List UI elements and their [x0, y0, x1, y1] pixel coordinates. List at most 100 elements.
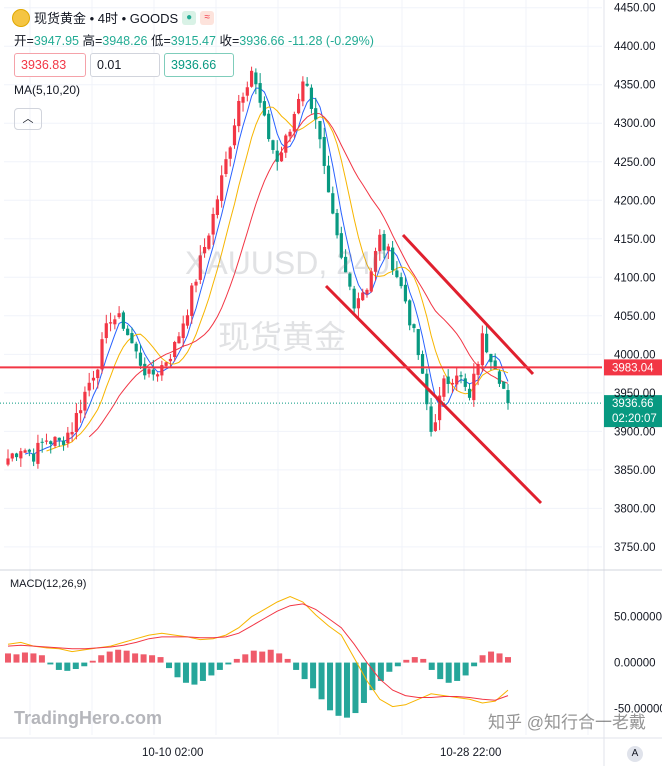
candle-down: [467, 388, 472, 398]
candle-up: [23, 450, 27, 453]
price-tick-label: 3900.00: [614, 426, 656, 438]
candle-down: [27, 449, 31, 452]
candle-down: [271, 140, 275, 150]
macd-bar-positive: [157, 657, 164, 663]
candle-up: [83, 391, 87, 411]
candle-up: [284, 135, 288, 153]
macd-bar-negative: [199, 662, 206, 681]
candle-up: [74, 413, 78, 432]
macd-bar-negative: [81, 662, 88, 667]
macd-bar-positive: [267, 649, 274, 663]
candle-down: [331, 193, 335, 214]
candle-up: [177, 336, 181, 344]
candle-down: [348, 273, 352, 287]
horizontal-level-label: 3983.04: [612, 362, 654, 374]
macd-bar-positive: [106, 651, 113, 663]
candle-up: [292, 114, 296, 132]
candle-up: [185, 315, 190, 326]
candle-up: [155, 374, 160, 377]
macd-pane: 50.00000 0.00000 -50.00000: [5, 595, 662, 718]
collapse-indicators-button[interactable]: ︿: [14, 108, 42, 130]
quantity-input[interactable]: 0.01: [90, 53, 160, 77]
macd-indicator-label[interactable]: MACD(12,26,9): [10, 578, 87, 590]
candle-up: [301, 81, 305, 102]
candle-up: [96, 369, 100, 379]
candle-up: [241, 96, 245, 103]
macd-bar-positive: [488, 651, 495, 663]
sell-button[interactable]: 3936.83: [14, 53, 86, 77]
candle-up: [288, 131, 292, 137]
macd-bar-positive: [411, 657, 418, 663]
trend-channel[interactable]: [324, 233, 543, 505]
candle-down: [318, 120, 322, 140]
candle-up: [207, 235, 211, 249]
candle-up: [220, 175, 224, 201]
ma5-line: [24, 87, 509, 455]
candle-down: [463, 378, 467, 387]
candle-down: [412, 324, 416, 329]
gold-coin-icon: [12, 8, 30, 27]
symbol-title: 现货黄金 • 4时 • GOODS: [34, 11, 179, 26]
candle-up: [70, 431, 74, 435]
candle-down: [382, 233, 386, 251]
market-open-icon: ●: [182, 10, 197, 25]
candle-up: [108, 322, 113, 324]
macd-bar-negative: [437, 662, 444, 680]
macd-bar-negative: [47, 662, 54, 665]
candle-down: [49, 441, 53, 444]
candle-down: [429, 406, 433, 432]
signal-line: [7, 603, 509, 701]
macd-tick-label: 0.00000: [614, 658, 656, 670]
ma-indicator-label[interactable]: MA(5,10,20): [14, 83, 81, 97]
ma20-line: [88, 112, 509, 438]
macd-bar-negative: [55, 662, 62, 670]
candle-up: [455, 375, 459, 385]
candle-up: [190, 285, 194, 316]
candle-up: [378, 234, 382, 252]
horizontal-level[interactable]: 3983.04 3936.66 02:20:07: [0, 359, 662, 428]
symbol-header[interactable]: 现货黄金 • 4时 • GOODS ● ≈: [12, 8, 215, 27]
candle-up: [10, 453, 14, 459]
candle-up: [104, 323, 108, 339]
candle-up: [480, 333, 484, 366]
high-value: 3948.26: [102, 34, 148, 48]
candle-up: [87, 382, 91, 391]
candle-up: [476, 364, 480, 375]
buy-button[interactable]: 3936.66: [164, 53, 234, 77]
macd-bar-positive: [5, 653, 11, 663]
macd-bar-negative: [301, 662, 308, 680]
candle-down: [314, 108, 318, 120]
auto-scale-button[interactable]: A: [627, 746, 643, 762]
macd-bar-negative: [174, 662, 181, 678]
candle-down: [138, 352, 143, 366]
candle-down: [258, 83, 262, 103]
macd-bar-positive: [259, 651, 266, 663]
candle-up: [211, 213, 215, 235]
price-axis[interactable]: 3750.00 3800.00 3850.00 3900.00 3950.00 4000.…: [614, 3, 656, 554]
candle-up: [442, 378, 446, 397]
candle-down: [121, 312, 125, 329]
macd-bar-positive: [250, 650, 257, 663]
macd-bar-positive: [496, 653, 503, 663]
macd-bar-negative: [471, 662, 478, 667]
macd-bar-positive: [132, 653, 139, 663]
lower-trendline: [324, 284, 543, 505]
macd-bar-positive: [30, 653, 37, 663]
candle-up: [181, 323, 185, 339]
candle-up: [117, 313, 121, 318]
macd-bar-negative: [352, 662, 359, 714]
macd-bar-negative: [377, 662, 384, 681]
macd-bar-negative: [208, 662, 215, 676]
macd-bar-positive: [403, 659, 410, 663]
candle-up: [356, 298, 361, 309]
price-tick-label: 4300.00: [614, 118, 656, 130]
current-price-tag: [604, 395, 662, 428]
candle-up: [202, 246, 207, 254]
macd-bar-positive: [98, 655, 105, 663]
credit-watermark: 知乎 @知行合一老戴: [488, 713, 646, 732]
candle-up: [66, 432, 70, 444]
candle-up: [6, 458, 10, 465]
candle-up: [215, 199, 220, 215]
macd-bar-negative: [454, 662, 461, 681]
